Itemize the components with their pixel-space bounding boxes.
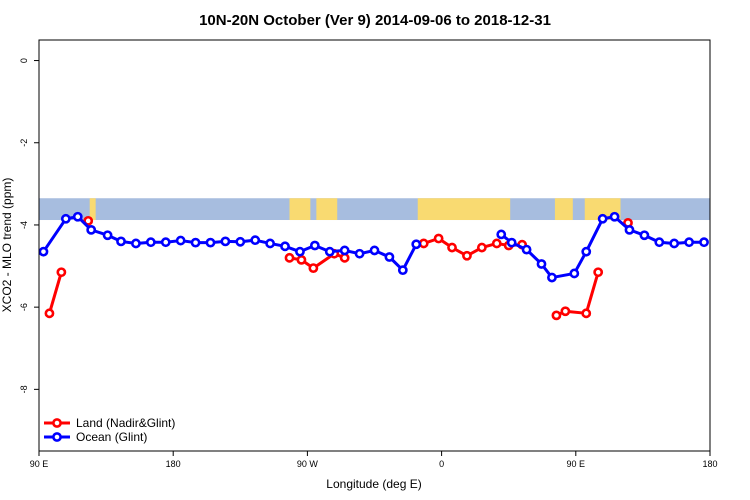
map-ocean: [39, 198, 710, 221]
data-point: [569, 268, 580, 279]
data-point: [324, 246, 335, 257]
data-point: [160, 237, 171, 248]
data-point: [699, 237, 709, 248]
data-point: [296, 254, 307, 265]
data-point: [560, 306, 571, 317]
data-point: [684, 237, 695, 248]
data-point: [354, 248, 365, 259]
data-point: [639, 230, 650, 241]
data-point: [309, 240, 320, 251]
x-axis: 90 E 180 90 W 0 90 E 180: [30, 451, 718, 469]
data-point: [506, 237, 517, 248]
legend: Land (Nadir&Glint)Ocean (Glint): [44, 416, 175, 444]
data-point: [116, 236, 126, 247]
plot-frame: [38, 39, 711, 452]
data-point: [295, 246, 305, 257]
data-point: [411, 239, 422, 250]
x-tick-label: 0: [439, 459, 444, 469]
x-tick-label: 90 E: [567, 459, 586, 469]
data-point: [669, 238, 680, 249]
data-point: [205, 237, 216, 248]
data-point: [384, 252, 395, 262]
data-point: [38, 246, 49, 257]
data-point: [496, 229, 507, 240]
data-point: [102, 230, 113, 241]
x-axis-label: Longitude (deg E): [326, 477, 421, 491]
y-tick-label: -4: [19, 221, 29, 229]
data-point: [220, 236, 231, 247]
legend-marker: [52, 418, 62, 428]
y-axis-label: XCO2 - MLO trend (ppm): [0, 178, 14, 313]
data-point: [581, 246, 592, 257]
data-point: [476, 242, 487, 253]
data-point: [308, 263, 319, 274]
data-point: [86, 224, 97, 235]
data-point: [418, 238, 429, 249]
series-line: [47, 271, 63, 314]
series-line: [42, 215, 418, 272]
data-point: [397, 265, 408, 276]
data-point: [593, 267, 604, 278]
x-tick-label: 90 W: [297, 459, 319, 469]
data-point: [265, 238, 276, 249]
data-point: [433, 233, 444, 244]
data-point: [536, 259, 547, 269]
map-land: [554, 198, 573, 221]
data-point: [624, 224, 635, 235]
data-point: [284, 252, 295, 263]
data-point: [56, 267, 67, 278]
data-point: [175, 235, 186, 246]
legend-marker: [52, 432, 62, 442]
data-point: [551, 310, 562, 321]
y-tick-label: -6: [19, 303, 29, 311]
data-point: [581, 308, 592, 319]
data-point: [521, 244, 532, 255]
x-tick-label: 180: [702, 459, 717, 469]
data-point: [44, 308, 55, 319]
map-land: [316, 198, 338, 221]
x-tick-label: 180: [166, 459, 181, 469]
chart-title: 10N-20N October (Ver 9) 2014-09-06 to 20…: [199, 12, 551, 29]
map-land: [417, 198, 511, 221]
x-tick-label: 90 E: [30, 459, 49, 469]
data-point: [547, 272, 557, 283]
y-tick-label: -8: [19, 385, 29, 393]
data-point: [339, 245, 350, 256]
data-point: [190, 237, 201, 248]
data-point: [131, 238, 141, 249]
y-tick-label: 0: [19, 58, 29, 63]
data-point: [60, 213, 71, 224]
data-point: [597, 213, 608, 224]
data-point: [250, 235, 261, 246]
data-point: [235, 236, 246, 247]
data-point: [145, 237, 156, 248]
legend-label: Land (Nadir&Glint): [76, 416, 175, 430]
legend-label: Ocean (Glint): [76, 430, 147, 444]
data-point: [609, 211, 620, 222]
data-point: [83, 215, 94, 226]
y-axis: 0 -2 -4 -6 -8: [19, 58, 39, 393]
data-point: [654, 237, 665, 248]
data-point: [280, 241, 290, 252]
series-line: [555, 271, 600, 317]
data-point: [447, 242, 457, 253]
y-tick-label: -2: [19, 139, 29, 147]
data-point: [369, 245, 380, 256]
map-land: [289, 198, 311, 221]
map-land: [89, 198, 96, 221]
series-ocean: [38, 211, 709, 283]
data-point: [72, 211, 83, 222]
series-layer: [38, 211, 709, 321]
data-point: [491, 238, 502, 249]
data-point: [462, 250, 472, 261]
